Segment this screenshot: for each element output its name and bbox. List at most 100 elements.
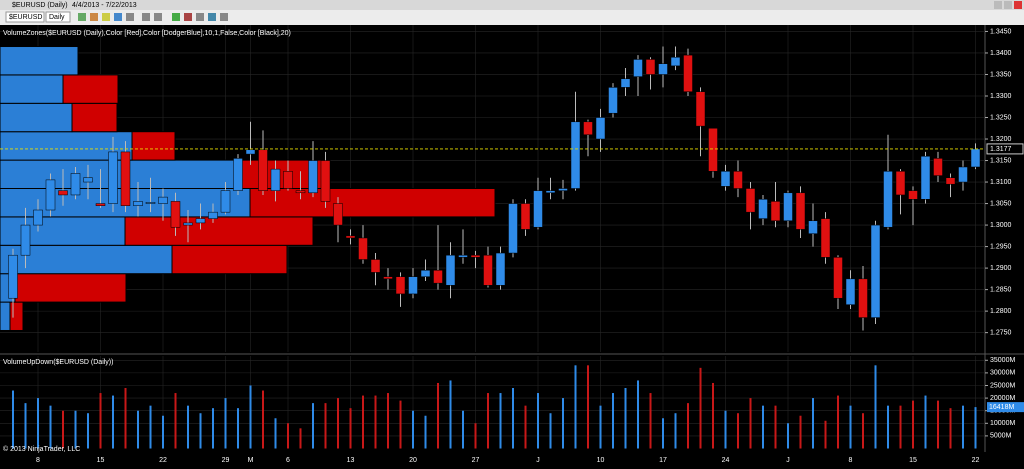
candle-body xyxy=(383,276,393,280)
tool-icon[interactable] xyxy=(142,13,150,21)
candle-body xyxy=(333,203,343,226)
volume-bar xyxy=(462,410,464,449)
volume-bar xyxy=(712,382,714,449)
x-tick-label: 15 xyxy=(909,457,917,464)
symbol: $EURUSD xyxy=(9,14,42,21)
toolbar xyxy=(0,10,1024,25)
volume-bar xyxy=(124,388,127,449)
volume-bar xyxy=(449,380,452,449)
copyright: © 2013 NinjaTrader, LLC xyxy=(3,445,80,453)
symbol-box[interactable] xyxy=(5,11,45,23)
y-tick-label: 5000M xyxy=(990,433,1012,440)
volume-bar xyxy=(24,403,27,449)
volume-bar xyxy=(649,393,652,449)
volume-bar xyxy=(349,408,352,449)
volume-bar xyxy=(724,410,727,449)
tool-icon[interactable] xyxy=(126,13,134,21)
candle-body xyxy=(595,117,606,140)
candle-body xyxy=(508,203,518,254)
candle-body xyxy=(183,222,193,226)
y-tick-label: 1.3050 xyxy=(990,200,1012,207)
x-tick-label: 6 xyxy=(286,457,290,464)
volume-bar xyxy=(862,413,864,449)
last-price-label: 1.3177 xyxy=(990,146,1012,153)
candle-body xyxy=(358,237,368,260)
last-price-box xyxy=(986,143,1024,155)
y-tick-label: 35000M xyxy=(990,357,1015,364)
volume-bar xyxy=(374,395,377,449)
candle-body xyxy=(958,166,968,183)
tool-icon[interactable] xyxy=(78,13,86,21)
candle-body xyxy=(770,201,781,222)
candle-body xyxy=(433,270,443,284)
candle-body xyxy=(220,190,231,213)
tool-icon[interactable] xyxy=(102,13,110,21)
minimize-button[interactable] xyxy=(994,1,1002,9)
tool-icon[interactable] xyxy=(172,13,180,21)
volume-bar xyxy=(287,423,289,449)
interval-box[interactable] xyxy=(45,11,71,23)
candle-body xyxy=(308,160,318,194)
candle-body xyxy=(820,218,831,258)
x-tick-label: 22 xyxy=(159,457,167,464)
tool-icon[interactable] xyxy=(154,13,162,21)
volume-bar xyxy=(437,382,439,449)
volume-bar xyxy=(112,395,114,449)
x-tick-label: 22 xyxy=(972,457,980,464)
volume-bar xyxy=(162,415,164,449)
tool-icon[interactable] xyxy=(196,13,204,21)
volume-bar xyxy=(74,410,77,449)
candle-body xyxy=(845,278,856,305)
x-tick-label: 29 xyxy=(222,457,230,464)
candle-body xyxy=(758,199,768,219)
volume-bar xyxy=(762,405,764,449)
y-tick-label: 1.3150 xyxy=(990,157,1012,164)
candle-body xyxy=(908,190,918,200)
candle-body xyxy=(570,121,581,189)
candle-body xyxy=(295,190,306,194)
candle-body xyxy=(945,177,956,185)
y-tick-label: 10000M xyxy=(990,420,1015,427)
volume-bar xyxy=(337,398,339,449)
zone-up-bar xyxy=(0,216,126,246)
volume-bar xyxy=(362,395,364,449)
tool-icon[interactable] xyxy=(184,13,192,21)
candle-body xyxy=(933,158,943,176)
candle-body xyxy=(745,188,756,213)
tool-icon[interactable] xyxy=(208,13,216,21)
volume-bar xyxy=(774,405,777,449)
volume-bar xyxy=(687,403,689,449)
x-tick-label: 15 xyxy=(97,457,105,464)
volume-bar xyxy=(62,410,64,449)
candle-body xyxy=(633,59,643,77)
candle-body xyxy=(808,220,818,234)
volume-bar xyxy=(324,403,327,449)
maximize-button[interactable] xyxy=(1004,1,1012,9)
tool-icon[interactable] xyxy=(90,13,98,21)
y-tick-label: 1.3250 xyxy=(990,114,1012,121)
candle-body xyxy=(170,201,181,228)
x-tick-label: J xyxy=(536,457,540,464)
candle-body xyxy=(233,158,243,191)
volume-bar xyxy=(174,393,177,449)
y-tick-label: 20000M xyxy=(990,395,1015,402)
tool-icon[interactable] xyxy=(220,13,228,21)
volume-bar xyxy=(624,388,627,449)
volume-bar xyxy=(199,413,202,449)
x-tick-label: 8 xyxy=(849,457,853,464)
y-tick-label: 1.3350 xyxy=(990,71,1012,78)
title-bar xyxy=(0,0,1024,10)
candle-body xyxy=(158,196,168,204)
candle-body xyxy=(320,160,331,202)
tool-icon[interactable] xyxy=(114,13,122,21)
candle-body xyxy=(695,91,706,127)
candle-body xyxy=(870,224,881,318)
volume-bar xyxy=(262,390,264,449)
close-button[interactable] xyxy=(1014,1,1022,9)
x-tick-label: M xyxy=(248,457,254,464)
last-volume-label: 16418M xyxy=(989,404,1014,411)
volume-bar xyxy=(962,405,964,449)
candle-body xyxy=(445,254,456,286)
window-range: 4/4/2013 - 7/22/2013 xyxy=(72,2,137,9)
candle-body xyxy=(620,78,631,88)
